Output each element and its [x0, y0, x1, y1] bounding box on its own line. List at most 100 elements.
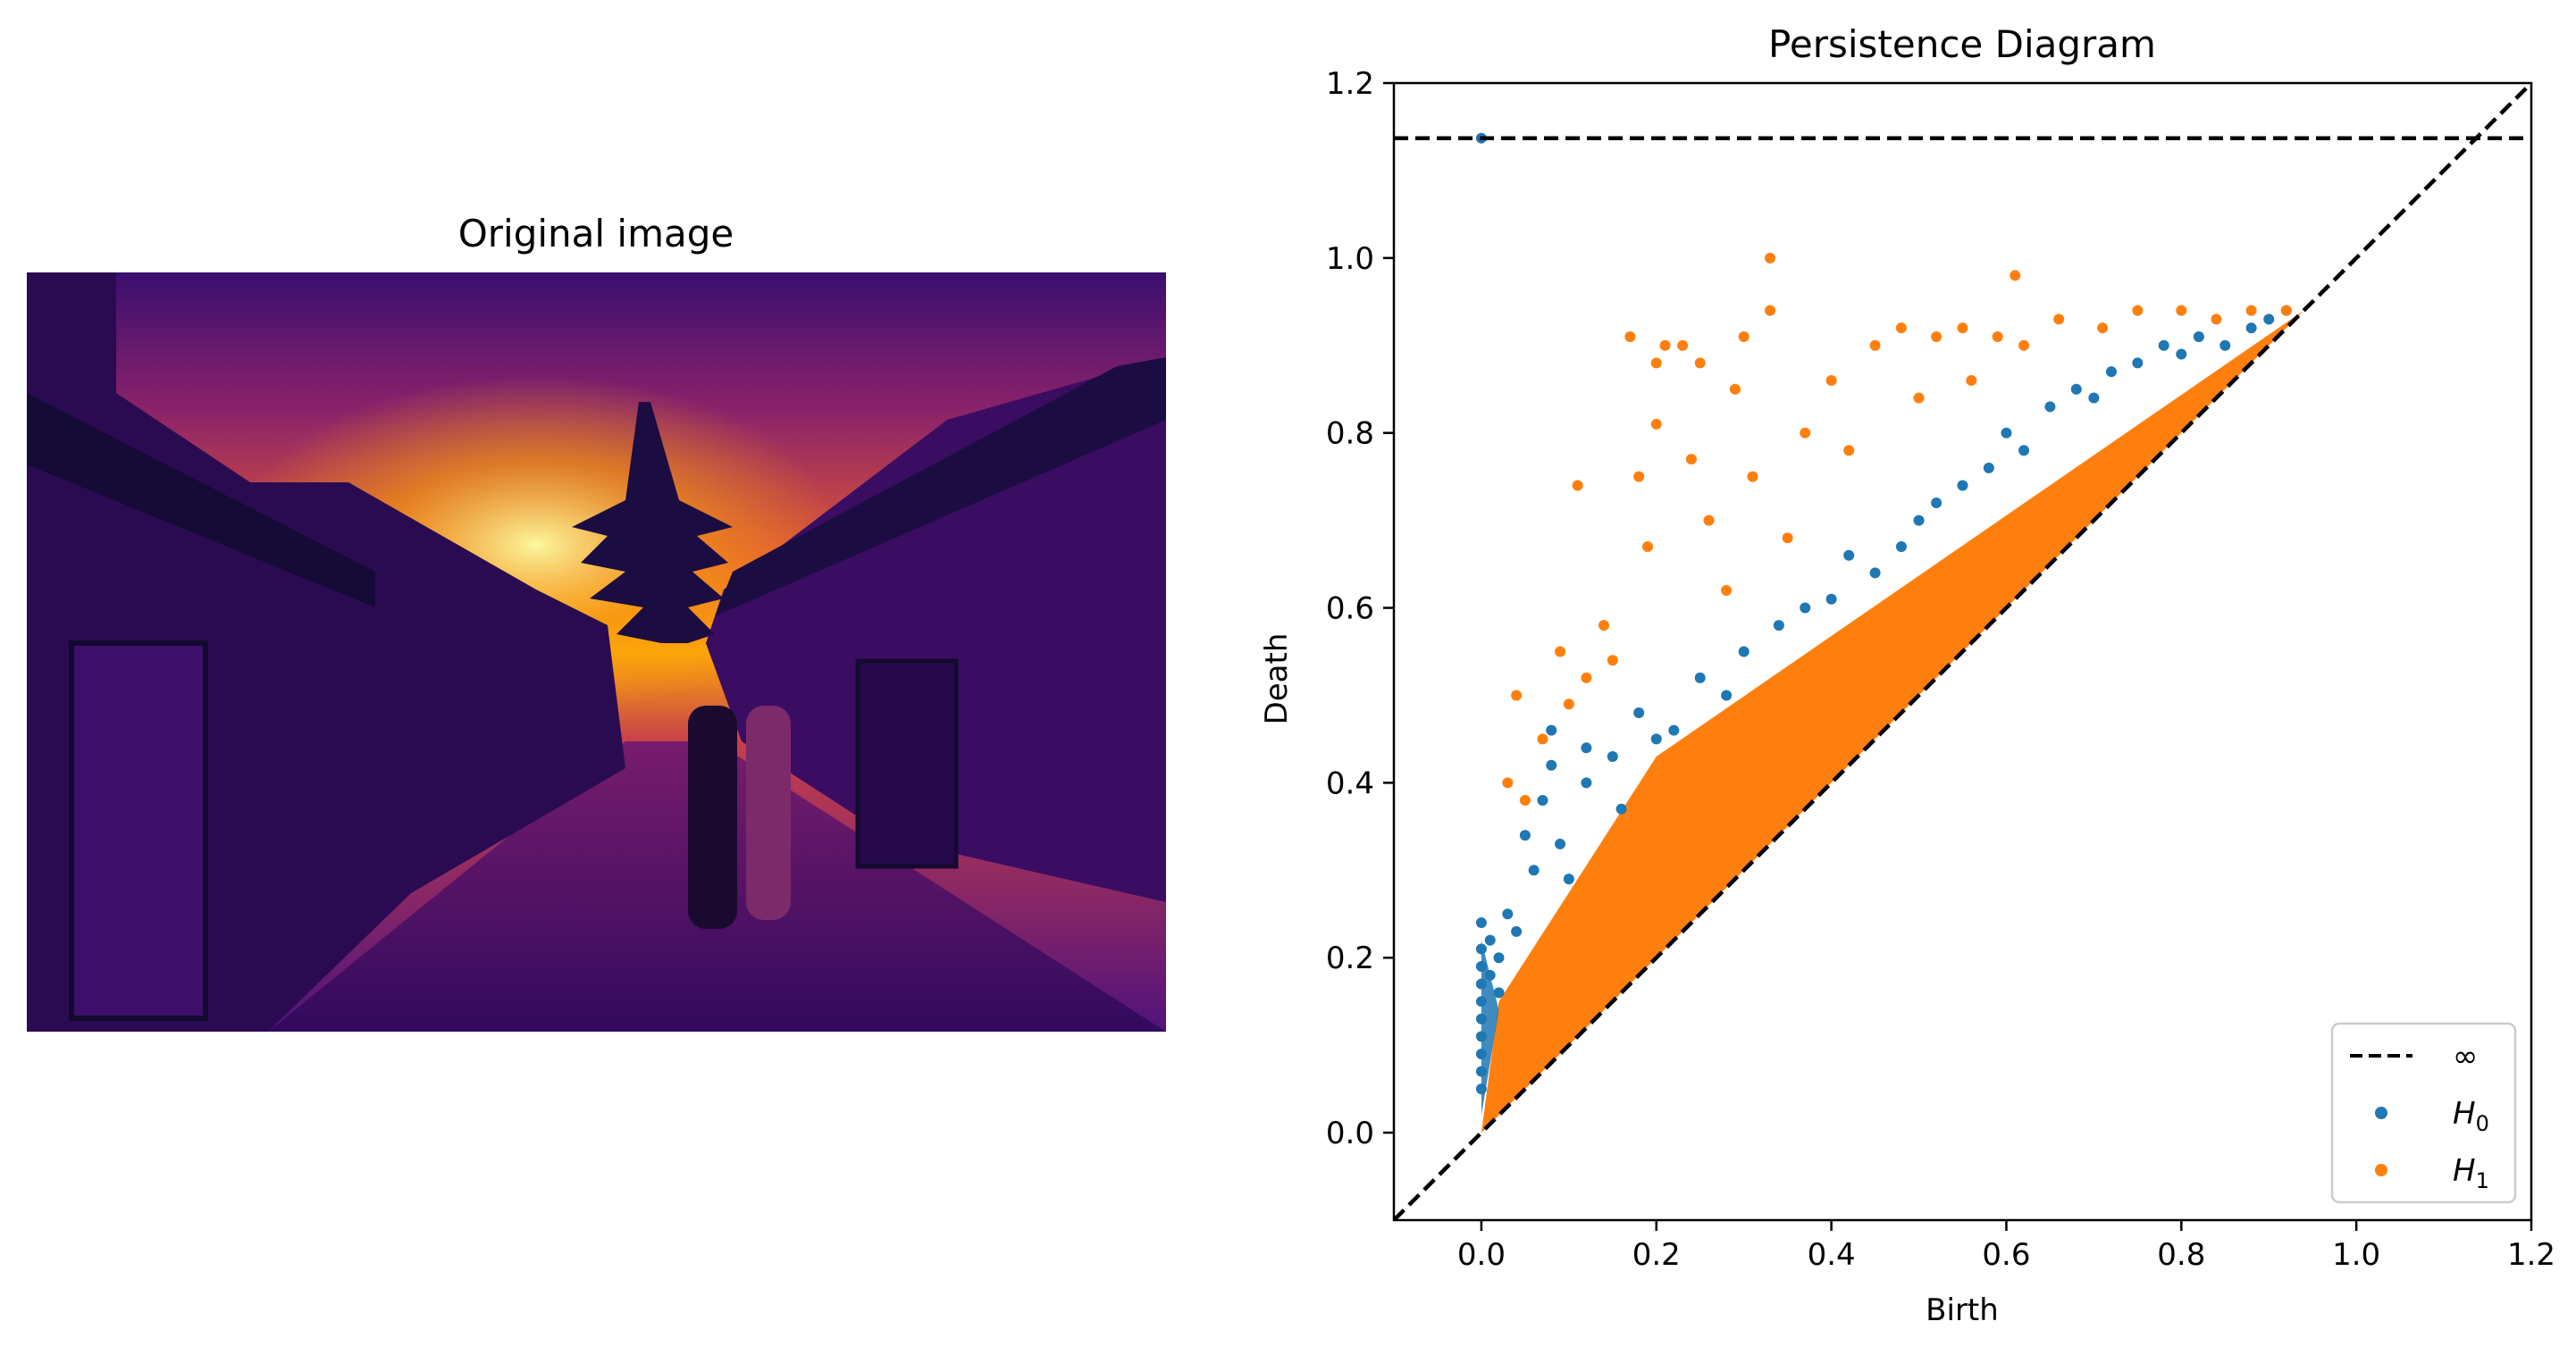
- point-h0-53: [2193, 330, 2204, 342]
- point-h1-22: [1563, 698, 1574, 710]
- point-h0-1: [1475, 917, 1487, 929]
- point-h0-48: [2088, 392, 2100, 404]
- point-h1-11: [1685, 454, 1697, 465]
- legend-h0-swatch: [2375, 1107, 2387, 1119]
- point-h0-20: [1546, 759, 1557, 771]
- point-h1-9: [1729, 383, 1741, 395]
- y-tick-label: 0.6: [1326, 591, 1374, 627]
- point-h0-55: [2245, 322, 2257, 334]
- point-h0-52: [2176, 348, 2187, 360]
- point-h1-44: [1782, 532, 1793, 544]
- point-h0-27: [1615, 803, 1627, 815]
- point-h1-35: [2097, 322, 2109, 334]
- legend-h1-label: H1: [2453, 1153, 2489, 1193]
- point-h0-56: [2263, 314, 2275, 325]
- point-h0-25: [1581, 777, 1592, 789]
- point-h1-29: [1895, 322, 1907, 334]
- image-left-wall: [69, 640, 208, 1021]
- point-h0-37: [1843, 549, 1855, 561]
- point-h0-31: [1694, 672, 1706, 683]
- point-h0-54: [2219, 339, 2231, 351]
- point-h0-49: [2105, 366, 2117, 378]
- point-h0-41: [1931, 498, 1942, 509]
- x-tick-label: 0.0: [1457, 1237, 1506, 1273]
- point-h1-18: [1502, 777, 1514, 789]
- point-h0-11: [1484, 934, 1496, 946]
- point-h0-9: [1475, 1066, 1487, 1077]
- axes-frame: [1392, 81, 2533, 1222]
- point-h1-41: [1843, 445, 1855, 456]
- diagonal-line: [1394, 83, 2531, 1220]
- point-h0-12: [1484, 969, 1496, 981]
- point-h1-26: [1800, 427, 1811, 439]
- legend-h0-label: H0: [2453, 1096, 2489, 1136]
- x-tick-label: 0.6: [1982, 1237, 2030, 1273]
- point-h0-29: [1650, 733, 1662, 745]
- point-h0-26: [1607, 751, 1618, 763]
- point-h1-14: [1641, 540, 1653, 552]
- point-h1-30: [1931, 330, 1942, 342]
- point-h0-17: [1519, 830, 1531, 841]
- point-h0-28: [1633, 707, 1645, 719]
- x-tick-label: 0.8: [2157, 1237, 2205, 1273]
- point-h0-47: [2070, 383, 2082, 395]
- point-h0-32: [1721, 690, 1733, 701]
- point-h0-46: [2044, 401, 2056, 413]
- x-tick-label: 1.2: [2507, 1237, 2555, 1273]
- point-h0-19: [1537, 794, 1548, 806]
- image-right-roofs: [715, 357, 1166, 616]
- point-h1-20: [1537, 733, 1548, 745]
- point-h1-38: [2211, 314, 2222, 325]
- x-axis-label: Birth: [1926, 1292, 1999, 1328]
- point-h0-3: [1475, 961, 1487, 973]
- point-h1-40: [2280, 305, 2292, 316]
- point-h0-43: [1983, 462, 1994, 473]
- legend-box: [2330, 1022, 2517, 1204]
- point-h1-8: [1694, 357, 1706, 369]
- point-h1-3: [1624, 330, 1636, 342]
- point-h1-43: [1966, 374, 1977, 386]
- point-h1-42: [1913, 392, 1925, 404]
- point-h0-51: [2158, 339, 2169, 351]
- point-h0-45: [2018, 445, 2030, 456]
- point-h0-16: [1511, 925, 1523, 937]
- point-h1-13: [1633, 471, 1645, 482]
- point-h0-38: [1869, 567, 1881, 579]
- point-h1-33: [2018, 339, 2030, 351]
- point-h0-8: [1475, 1048, 1487, 1059]
- point-h0-34: [1773, 620, 1784, 631]
- point-h1-23: [1598, 620, 1610, 631]
- point-h1-4: [1659, 339, 1671, 351]
- point-h1-24: [1703, 514, 1715, 526]
- x-tick-label: 0.4: [1808, 1237, 1856, 1273]
- y-axis-label: Death: [1259, 633, 1295, 725]
- point-h0-18: [1528, 865, 1540, 876]
- point-h1-10: [1650, 418, 1662, 430]
- point-h1-0: [1765, 252, 1776, 263]
- point-h1-12: [1572, 480, 1583, 491]
- image-figure-1: [688, 706, 737, 929]
- point-h0-10: [1475, 1083, 1487, 1095]
- h0-fringe: [1481, 940, 1499, 1133]
- point-h0-40: [1913, 514, 1925, 526]
- point-h1-15: [1607, 655, 1618, 666]
- point-h0-36: [1825, 593, 1837, 605]
- point-h0-14: [1493, 987, 1505, 999]
- point-h0-6: [1475, 1013, 1487, 1025]
- point-h0-50: [2132, 357, 2144, 369]
- image-pagoda: [572, 402, 733, 643]
- y-tick-label: 0.4: [1326, 765, 1374, 801]
- x-tick-label: 1.0: [2332, 1237, 2380, 1273]
- image-title: Original image: [458, 212, 734, 255]
- point-h1-28: [1869, 339, 1881, 351]
- y-tick-label: 0.2: [1326, 941, 1374, 976]
- point-h1-36: [2132, 305, 2144, 316]
- point-h1-16: [1581, 672, 1592, 683]
- image-right-buildings: [706, 357, 1166, 902]
- point-h0-30: [1668, 724, 1680, 736]
- point-h0-44: [2001, 427, 2012, 439]
- point-h1-2: [2010, 270, 2021, 281]
- point-h0-21: [1546, 724, 1557, 736]
- point-h0-35: [1800, 602, 1811, 614]
- y-tick-label: 0.0: [1326, 1116, 1374, 1151]
